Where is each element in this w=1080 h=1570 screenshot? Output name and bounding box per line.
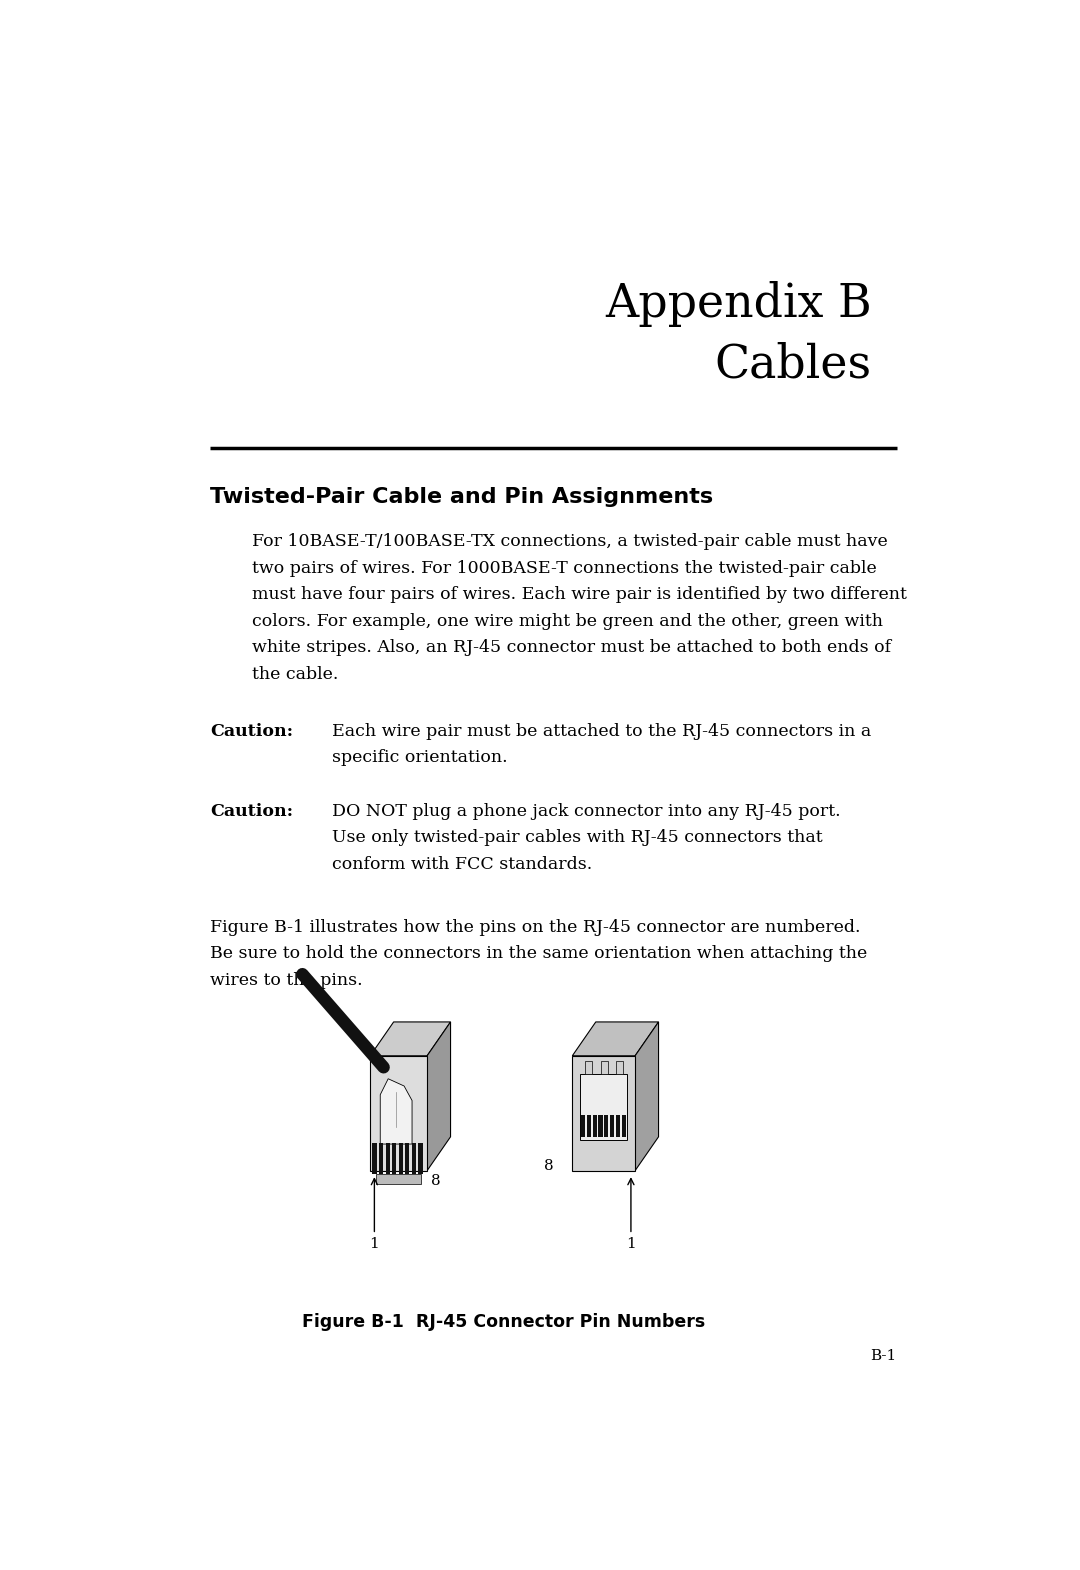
Bar: [379, 1143, 383, 1174]
Bar: [598, 1115, 603, 1137]
Bar: [580, 1074, 627, 1140]
Polygon shape: [370, 1022, 450, 1055]
Text: Twisted-Pair Cable and Pin Assignments: Twisted-Pair Cable and Pin Assignments: [211, 487, 714, 507]
Text: Figure B-1 illustrates how the pins on the RJ-45 connector are numbered.: Figure B-1 illustrates how the pins on t…: [211, 918, 861, 936]
Text: 1: 1: [369, 1179, 379, 1251]
Polygon shape: [380, 1079, 413, 1145]
Text: conform with FCC standards.: conform with FCC standards.: [332, 856, 592, 873]
Bar: [581, 1115, 585, 1137]
Polygon shape: [635, 1022, 659, 1171]
Bar: [418, 1143, 422, 1174]
Text: 1: 1: [626, 1179, 636, 1251]
Text: Cables: Cables: [715, 342, 872, 388]
Bar: [376, 1174, 421, 1184]
Bar: [622, 1115, 625, 1137]
Text: Appendix B: Appendix B: [605, 281, 872, 328]
Polygon shape: [572, 1022, 659, 1055]
Text: 8: 8: [431, 1174, 441, 1188]
Text: specific orientation.: specific orientation.: [332, 749, 508, 766]
Text: Use only twisted-pair cables with RJ-45 connectors that: Use only twisted-pair cables with RJ-45 …: [332, 829, 822, 846]
Text: Caution:: Caution:: [211, 802, 294, 820]
Text: colors. For example, one wire might be green and the other, green with: colors. For example, one wire might be g…: [253, 612, 883, 630]
Text: DO NOT plug a phone jack connector into any RJ-45 port.: DO NOT plug a phone jack connector into …: [332, 802, 840, 820]
Bar: [399, 1143, 403, 1174]
Text: Each wire pair must be attached to the RJ-45 connectors in a: Each wire pair must be attached to the R…: [332, 722, 870, 739]
Bar: [370, 1055, 427, 1171]
Text: two pairs of wires. For 1000BASE-T connections the twisted-pair cable: two pairs of wires. For 1000BASE-T conne…: [253, 559, 877, 576]
Text: Figure B-1  RJ-45 Connector Pin Numbers: Figure B-1 RJ-45 Connector Pin Numbers: [301, 1313, 705, 1331]
Bar: [610, 1115, 615, 1137]
Text: wires to the pins.: wires to the pins.: [211, 972, 363, 989]
Text: 8: 8: [544, 1159, 554, 1173]
Bar: [586, 1115, 591, 1137]
Polygon shape: [427, 1022, 450, 1171]
Bar: [405, 1143, 409, 1174]
Text: Caution:: Caution:: [211, 722, 294, 739]
Text: B-1: B-1: [870, 1350, 896, 1363]
Bar: [373, 1143, 377, 1174]
Bar: [411, 1143, 416, 1174]
Bar: [593, 1115, 597, 1137]
Text: For 10BASE-T/100BASE-TX connections, a twisted-pair cable must have: For 10BASE-T/100BASE-TX connections, a t…: [253, 532, 888, 550]
Bar: [572, 1055, 635, 1171]
Bar: [585, 1061, 592, 1074]
Text: the cable.: the cable.: [253, 666, 338, 683]
Text: must have four pairs of wires. Each wire pair is identified by two different: must have four pairs of wires. Each wire…: [253, 586, 907, 603]
Text: Be sure to hold the connectors in the same orientation when attaching the: Be sure to hold the connectors in the sa…: [211, 945, 867, 962]
Bar: [392, 1143, 396, 1174]
Text: white stripes. Also, an RJ-45 connector must be attached to both ends of: white stripes. Also, an RJ-45 connector …: [253, 639, 891, 656]
Bar: [600, 1061, 608, 1074]
Bar: [386, 1143, 390, 1174]
Bar: [616, 1115, 620, 1137]
Bar: [616, 1061, 623, 1074]
Bar: [604, 1115, 608, 1137]
